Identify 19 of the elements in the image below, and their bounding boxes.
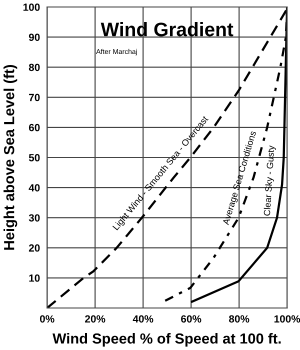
x-tick-label: 20% xyxy=(85,315,106,323)
y-tick-label: 80 xyxy=(28,64,40,72)
y-axis-title: Height above Sea Level (ft) xyxy=(4,65,18,250)
y-tick-label: 40 xyxy=(28,184,40,192)
y-tick-label: 10 xyxy=(29,274,40,282)
y-tick-label: 70 xyxy=(29,94,40,102)
y-tick-label: 90 xyxy=(28,34,40,41)
x-tick-label: 100% xyxy=(274,315,300,323)
y-tick-label: 20 xyxy=(28,244,40,252)
x-tick-label: 0% xyxy=(40,315,54,323)
y-tick-label: 60 xyxy=(28,124,40,132)
y-tick-label: 50 xyxy=(28,154,40,162)
x-tick-label: 40% xyxy=(132,315,154,323)
x-tick-label: 80% xyxy=(229,315,250,323)
y-tick-label: 30 xyxy=(28,214,40,222)
x-axis-title: Wind Speed % of Speed at 100 ft. xyxy=(52,332,281,347)
text: Clear Sky - Gusty xyxy=(263,145,276,216)
x-tick-label: 60% xyxy=(181,315,202,323)
y-tick-label: 100 xyxy=(23,4,40,11)
